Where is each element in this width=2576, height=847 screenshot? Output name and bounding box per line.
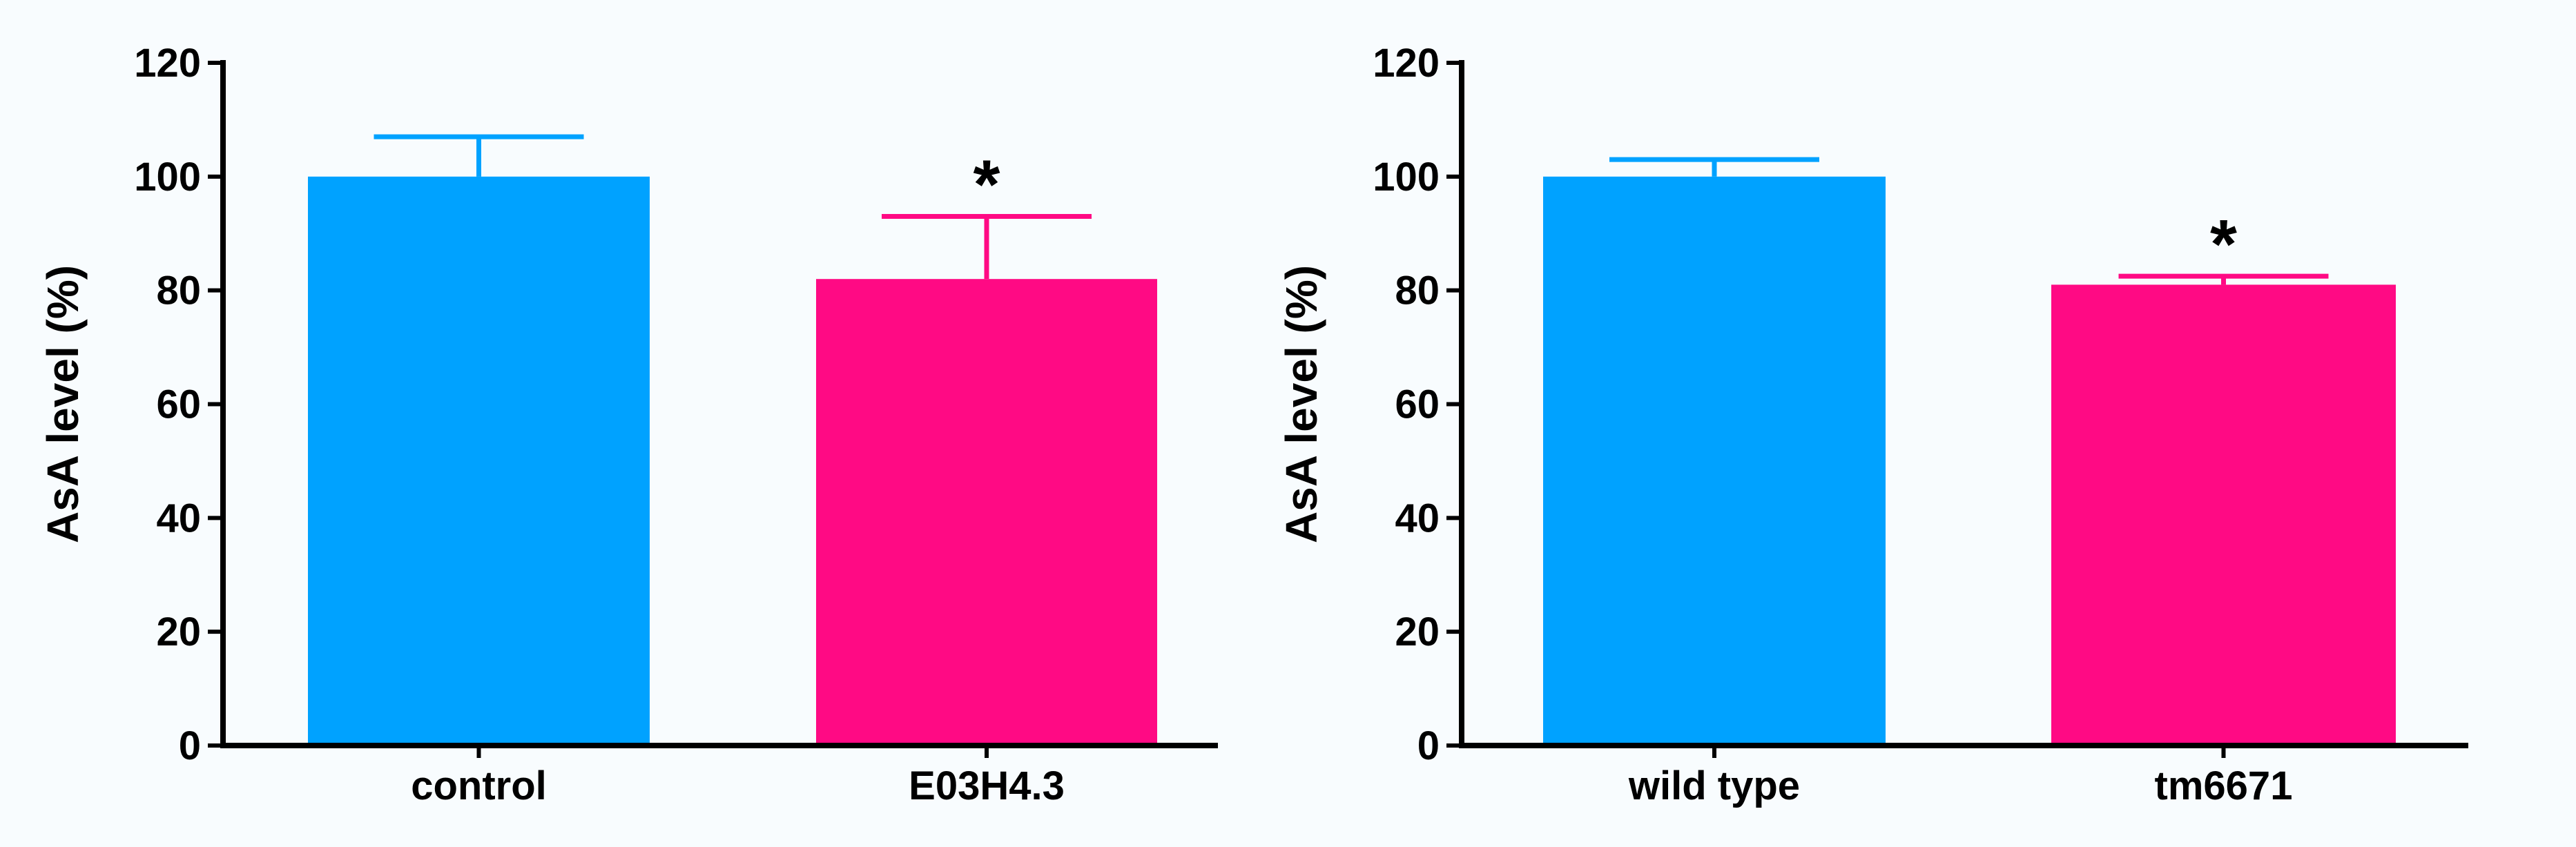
- y-axis-title: AsA level (%): [1277, 265, 1326, 543]
- category-label: control: [411, 763, 547, 808]
- chart-left: control * E03H4.3 0 20 40 60 80 100 120 AsA level …: [38, 41, 1218, 808]
- bar-wild-type: [1543, 176, 1886, 746]
- y-tick-label: 40: [156, 496, 201, 541]
- bar-tm6671: [2051, 284, 2396, 746]
- y-tick-label: 40: [1395, 496, 1440, 541]
- category-label: E03H4.3: [909, 763, 1065, 808]
- chart-right: wild type * tm6671 0 20 40 60 80 100 120 AsA level…: [1277, 41, 2468, 808]
- y-tick-label: 0: [179, 723, 201, 768]
- y-tick-label: 80: [1395, 269, 1440, 313]
- y-tick-label: 60: [156, 382, 201, 427]
- category-label: wild type: [1628, 763, 1800, 808]
- y-tick-label: 80: [156, 269, 201, 313]
- y-tick-label: 120: [134, 41, 201, 86]
- y-tick-label: 100: [1373, 155, 1440, 199]
- y-tick-label: 0: [1417, 723, 1440, 768]
- y-tick-label: 60: [1395, 382, 1440, 427]
- significance-asterisk: *: [974, 146, 1000, 224]
- bar-control: [308, 176, 650, 746]
- y-axis-title: AsA level (%): [38, 265, 88, 543]
- y-tick-label: 20: [1395, 610, 1440, 654]
- y-tick-label: 20: [156, 610, 201, 654]
- significance-asterisk: *: [2210, 206, 2237, 283]
- y-tick-label: 100: [134, 155, 201, 199]
- y-tick-label: 120: [1373, 41, 1440, 86]
- bar-e03h4.3: [816, 279, 1157, 746]
- category-label: tm6671: [2155, 763, 2293, 808]
